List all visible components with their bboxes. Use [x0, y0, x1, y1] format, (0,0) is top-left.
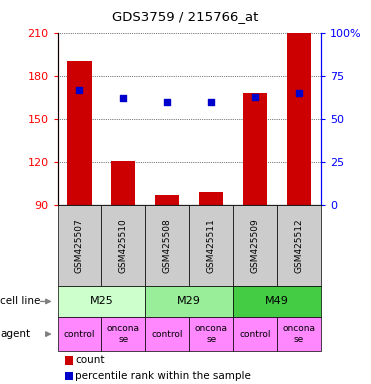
Bar	[155, 195, 179, 205]
Text: GSM425511: GSM425511	[207, 218, 216, 273]
Text: percentile rank within the sample: percentile rank within the sample	[75, 371, 251, 381]
Text: agent: agent	[0, 329, 30, 339]
Point	[208, 99, 214, 105]
Bar	[199, 192, 223, 205]
Point	[121, 95, 127, 101]
Bar	[287, 33, 311, 205]
Text: GSM425508: GSM425508	[163, 218, 172, 273]
Point	[252, 94, 258, 100]
Text: count: count	[75, 356, 105, 366]
Bar	[68, 61, 92, 205]
Text: GSM425512: GSM425512	[295, 218, 303, 273]
Text: control: control	[151, 329, 183, 339]
Text: GDS3759 / 215766_at: GDS3759 / 215766_at	[112, 10, 259, 23]
Point	[296, 90, 302, 96]
Text: GSM425507: GSM425507	[75, 218, 84, 273]
Text: oncona
se: oncona se	[195, 324, 228, 344]
Bar	[243, 93, 267, 205]
Text: oncona
se: oncona se	[282, 324, 315, 344]
Text: GSM425509: GSM425509	[250, 218, 260, 273]
Text: M25: M25	[89, 296, 113, 306]
Point	[164, 99, 170, 105]
Text: oncona
se: oncona se	[107, 324, 140, 344]
Bar	[111, 161, 135, 205]
Point	[76, 87, 82, 93]
Text: control: control	[64, 329, 95, 339]
Text: GSM425510: GSM425510	[119, 218, 128, 273]
Text: M29: M29	[177, 296, 201, 306]
Text: cell line: cell line	[0, 296, 41, 306]
Text: control: control	[239, 329, 271, 339]
Text: M49: M49	[265, 296, 289, 306]
